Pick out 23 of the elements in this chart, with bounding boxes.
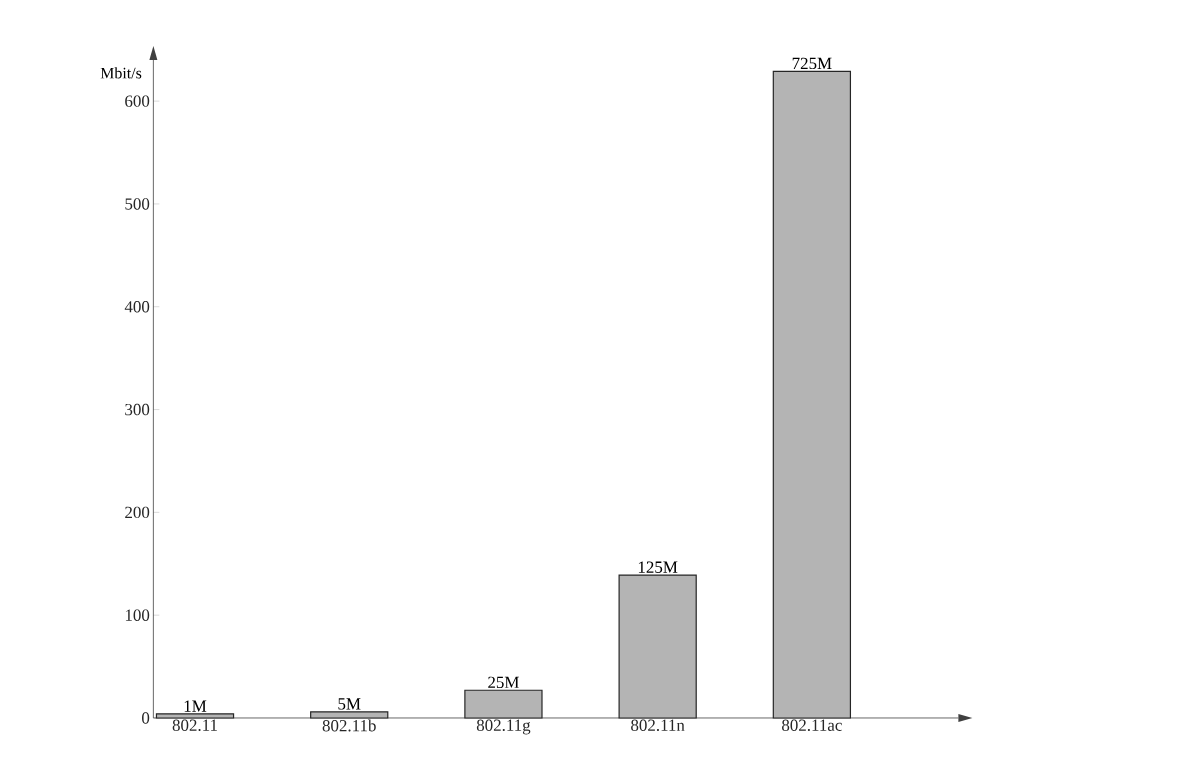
bar <box>155 713 235 719</box>
y-tick-label: 100 <box>125 609 150 621</box>
x-tick-label: 802.11g <box>476 719 531 735</box>
x-tick-label: 802.11 <box>172 719 217 731</box>
bar <box>310 711 389 719</box>
annotation: 725M <box>792 57 832 70</box>
annotation: 125M <box>638 561 678 573</box>
y-tick-label: 600 <box>125 95 150 107</box>
y-tick-label: 400 <box>124 301 150 313</box>
bar <box>618 574 697 719</box>
x-tick-label: 802.11b <box>322 719 376 732</box>
annotation: 5M <box>338 698 361 710</box>
annotation: 25M <box>488 676 519 689</box>
y-axis-title: Mbit/s <box>100 67 142 79</box>
y-tick-label: 500 <box>125 198 150 210</box>
x-tick-label: 802.11n <box>631 719 685 731</box>
annotation: 1M <box>184 700 207 712</box>
x-tick-label: 802.11ac <box>782 719 842 731</box>
y-tick-label: 200 <box>125 506 150 519</box>
bar <box>464 689 543 719</box>
y-tick-label: 300 <box>125 403 150 416</box>
y-tick-label: 0 <box>142 712 150 724</box>
bar <box>772 70 852 719</box>
